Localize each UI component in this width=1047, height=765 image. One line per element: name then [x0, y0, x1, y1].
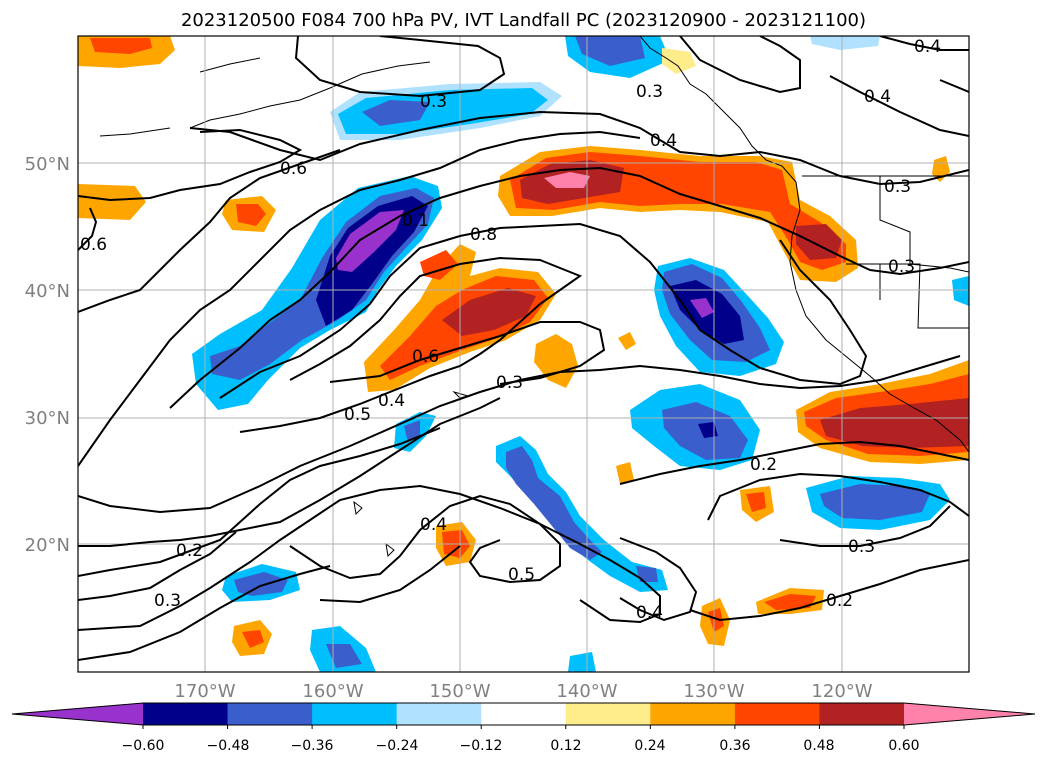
contour-label: 0.3	[496, 373, 523, 393]
contour-label: 0.4	[378, 391, 405, 411]
colorbar-tick-label: 0.60	[888, 738, 919, 754]
contour-label: 0.4	[420, 515, 447, 535]
contour-label: 0.1	[402, 211, 429, 231]
contour-label: 0.4	[864, 87, 891, 107]
map-title: 2023120500 F084 700 hPa PV, IVT Landfall…	[180, 10, 867, 31]
plot-frame	[77, 35, 970, 673]
colorbar-tick-label: −0.12	[460, 738, 503, 754]
map-plot-area: 0.3 0.3 0.4 0.4 0.4 0.6 0.6 0.1 0.8 0.3 …	[78, 36, 969, 672]
lat-label: 20°N	[25, 535, 70, 556]
contour-label: 0.8	[470, 225, 497, 245]
colorbar-tick-labels: −0.60 −0.48 −0.36 −0.24 −0.12 0.12 0.24 …	[122, 738, 920, 754]
latitude-labels: 50°N 40°N 30°N 20°N	[25, 154, 70, 556]
colorbar-segment	[819, 703, 905, 725]
colorbar-extend-left	[12, 703, 143, 725]
lat-label: 30°N	[25, 408, 70, 429]
contour-label: 0.4	[914, 37, 941, 57]
contour-labels: 0.3 0.3 0.4 0.4 0.4 0.6 0.6 0.1 0.8 0.3 …	[80, 37, 941, 623]
contour-label: 0.3	[154, 591, 181, 611]
lat-label: 50°N	[25, 154, 70, 175]
contour-label: 0.3	[848, 537, 875, 557]
contour-label: 0.2	[826, 591, 853, 611]
contour-label: 0.5	[508, 565, 535, 585]
contour-label: 0.3	[420, 92, 447, 112]
contour-label: 0.6	[280, 159, 307, 179]
colorbar-segment	[734, 703, 820, 725]
ivt-contours	[78, 36, 969, 661]
lon-label: 160°W	[302, 681, 363, 702]
contour-label: 0.2	[176, 541, 203, 561]
colorbar-tick-label: −0.36	[291, 738, 334, 754]
colorbar	[11, 702, 1036, 729]
colorbar-segment	[312, 703, 398, 725]
colorbar-segment	[396, 703, 482, 725]
contour-label: 0.3	[884, 177, 911, 197]
colorbar-tick-label: 0.36	[719, 738, 750, 754]
colorbar-tick-label: −0.24	[376, 738, 419, 754]
coastlines	[99, 36, 969, 558]
contour-label: 0.3	[888, 257, 915, 277]
colorbar-segment	[481, 703, 567, 725]
lon-label: 170°W	[174, 681, 235, 702]
lat-label: 40°N	[25, 281, 70, 302]
lon-label: 130°W	[683, 681, 744, 702]
colorbar-extend-right	[904, 703, 1035, 725]
contour-label: 0.3	[636, 82, 663, 102]
pv-shading	[78, 36, 969, 672]
colorbar-segment	[565, 703, 651, 725]
colorbar-tick-label: 0.48	[803, 738, 834, 754]
colorbar-segment	[227, 703, 313, 725]
colorbar-tick-label: −0.60	[122, 738, 165, 754]
colorbar-tick-label: 0.12	[550, 738, 581, 754]
colorbar-segment	[143, 703, 229, 725]
contour-label: 0.5	[344, 405, 371, 425]
contour-label: 0.4	[636, 603, 663, 623]
graticule	[78, 36, 969, 672]
contour-label: 0.4	[650, 131, 677, 151]
lon-label: 120°W	[811, 681, 872, 702]
contour-label: 0.6	[412, 347, 439, 367]
colorbar-tick-label: −0.48	[207, 738, 250, 754]
colorbar-tick-label: 0.24	[634, 738, 665, 754]
lon-label: 140°W	[556, 681, 617, 702]
lon-label: 150°W	[429, 681, 490, 702]
colorbar-segment	[650, 703, 736, 725]
longitude-labels: 170°W 160°W 150°W 140°W 130°W 120°W	[174, 681, 872, 702]
contour-label: 0.2	[750, 455, 777, 475]
contour-label: 0.6	[80, 235, 107, 255]
